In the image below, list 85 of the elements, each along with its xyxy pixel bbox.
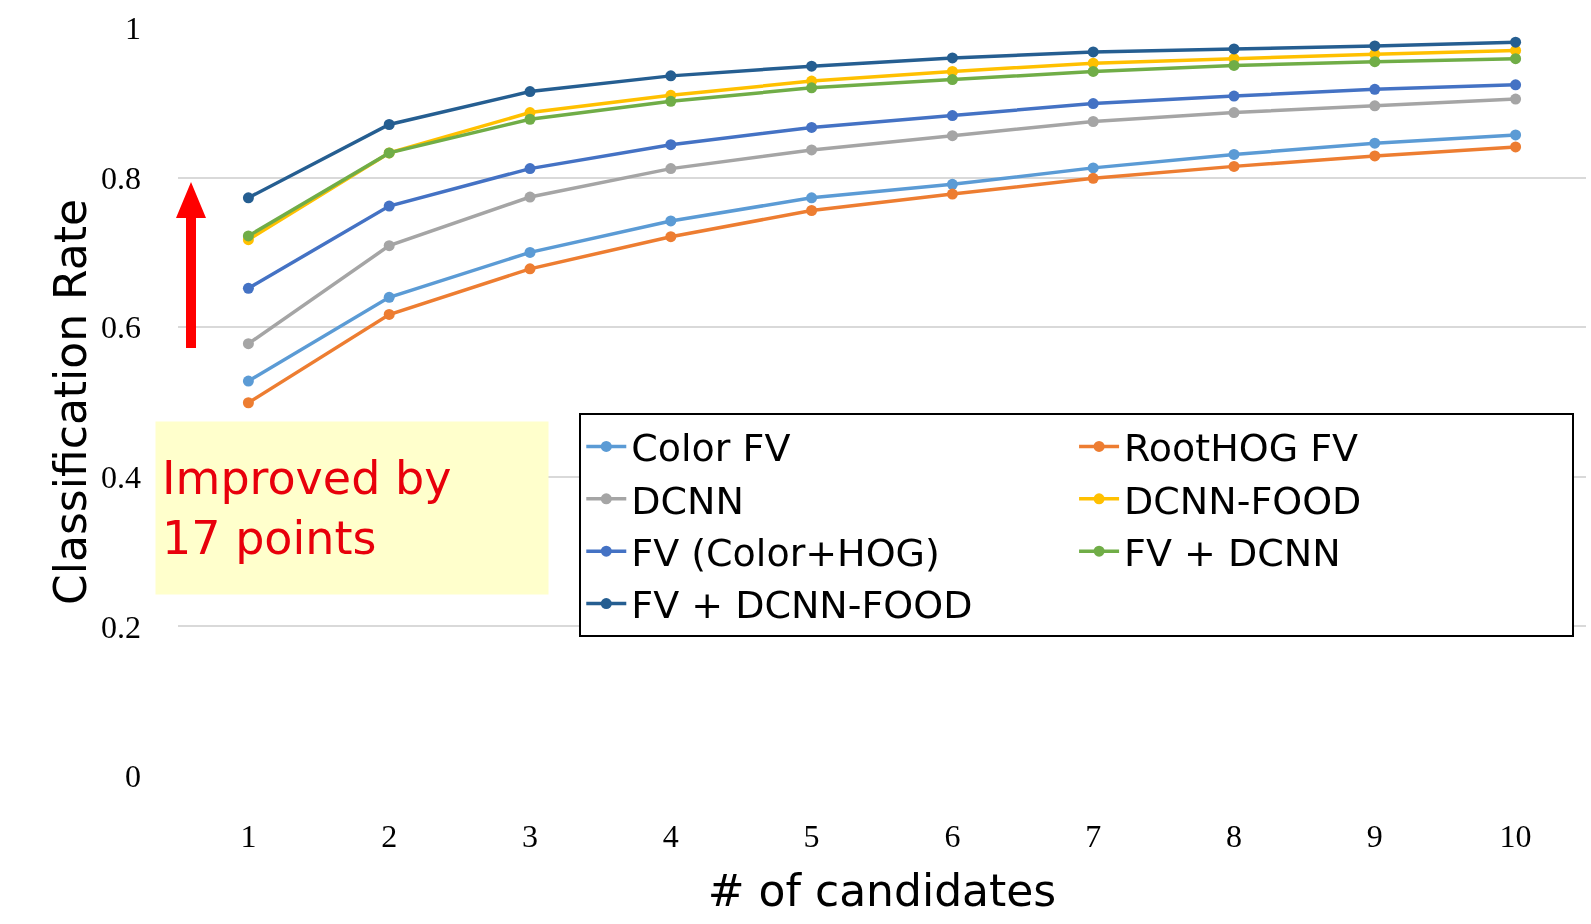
point — [1369, 83, 1381, 95]
point — [665, 70, 677, 82]
point — [665, 95, 677, 107]
point — [524, 191, 536, 203]
legend-label: DCNN-FOOD — [1124, 478, 1362, 523]
y-tick-label: 0.8 — [101, 159, 141, 196]
x-tick-label: 8 — [1226, 818, 1242, 854]
annotation: Improved by 17 points — [162, 451, 452, 565]
point — [946, 188, 958, 200]
point — [1510, 53, 1522, 65]
y-tick-label: 0 — [125, 758, 141, 795]
point — [1510, 36, 1522, 48]
point — [665, 231, 677, 243]
point — [242, 375, 254, 387]
point — [946, 178, 958, 190]
x-axis-title: # of candidates — [707, 865, 1057, 917]
point — [242, 282, 254, 294]
point — [1369, 40, 1381, 52]
point — [1510, 141, 1522, 153]
point — [242, 397, 254, 409]
point — [946, 110, 958, 122]
x-tick-label: 5 — [803, 818, 820, 854]
point — [1369, 137, 1381, 149]
point — [1228, 107, 1240, 119]
x-tick-label: 9 — [1366, 818, 1383, 854]
point — [1228, 148, 1240, 160]
x-tick-label: 4 — [662, 818, 679, 854]
point — [1369, 56, 1381, 68]
point — [524, 263, 536, 275]
point — [806, 121, 818, 133]
point — [1510, 93, 1522, 105]
point — [1087, 46, 1099, 58]
y-tick-label: 0.6 — [101, 309, 141, 346]
point — [665, 215, 677, 227]
legend-label: RootHOG FV — [1124, 426, 1359, 471]
x-tick-label: 2 — [381, 818, 398, 854]
point — [1228, 90, 1240, 102]
point — [1510, 129, 1522, 141]
point — [1228, 160, 1240, 172]
point — [806, 192, 818, 204]
y-tick-label: 1 — [125, 10, 141, 47]
point — [242, 192, 254, 204]
point — [1228, 43, 1240, 55]
point — [946, 130, 958, 142]
y-axis-title: Classification Rate — [45, 198, 97, 606]
point — [242, 338, 254, 350]
y-tick-label: 0.4 — [101, 459, 141, 495]
point — [806, 82, 818, 94]
point — [806, 60, 818, 72]
point — [946, 74, 958, 86]
point — [524, 113, 536, 125]
point — [1087, 162, 1099, 174]
point — [1228, 59, 1240, 71]
x-tick-label: 6 — [944, 818, 961, 854]
point — [1087, 98, 1099, 110]
point — [524, 246, 536, 258]
point — [1087, 116, 1099, 127]
point — [665, 163, 677, 175]
x-tick-label: 1 — [240, 818, 257, 854]
point — [242, 230, 254, 242]
point — [383, 200, 395, 212]
point — [383, 118, 395, 130]
legend-label: DCNN — [631, 478, 744, 523]
point — [1510, 79, 1522, 91]
legend-label: FV (Color+HOG) — [631, 531, 940, 576]
point — [524, 86, 536, 98]
x-tick-label: 3 — [522, 818, 538, 854]
point — [383, 240, 395, 252]
legend-label: FV + DCNN — [1124, 531, 1341, 576]
point — [383, 308, 395, 320]
legend-label: FV + DCNN-FOOD — [631, 583, 973, 628]
point — [806, 205, 818, 217]
point — [946, 52, 958, 64]
legend-label: Color FV — [631, 426, 791, 471]
point — [1369, 100, 1381, 112]
point — [806, 144, 818, 156]
point — [665, 139, 677, 151]
point — [1369, 150, 1381, 162]
point — [1087, 65, 1099, 77]
point — [383, 291, 395, 303]
point — [1087, 172, 1099, 184]
point — [524, 163, 536, 175]
x-tick-label: 10 — [1499, 818, 1532, 854]
x-tick-label: 7 — [1085, 818, 1102, 854]
y-tick-label: 0.2 — [101, 608, 141, 645]
